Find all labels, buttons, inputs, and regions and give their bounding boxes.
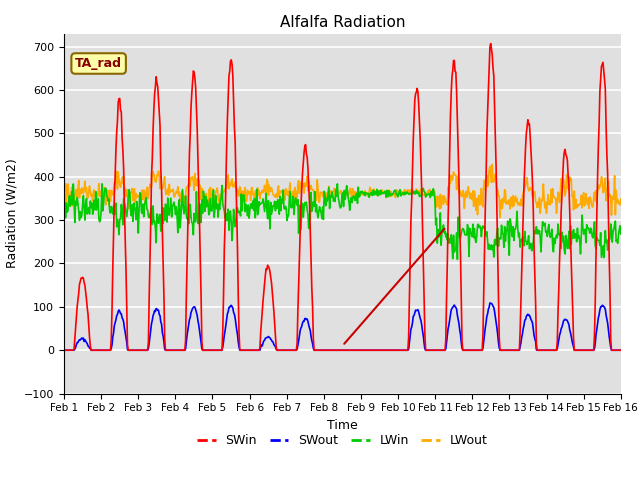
SWin <box>184 220 192 226</box>
Line: LWin: LWin <box>64 184 621 259</box>
SWin <box>70 346 78 352</box>
LWin <box>185 221 193 227</box>
LWin <box>411 189 419 194</box>
SWin <box>127 348 135 353</box>
LWout <box>70 199 78 204</box>
SWin <box>426 348 434 353</box>
Title: Alfalfa Radiation: Alfalfa Radiation <box>280 15 405 30</box>
Line: SWout: SWout <box>64 303 621 350</box>
SWout <box>70 348 78 353</box>
X-axis label: Time: Time <box>327 419 358 432</box>
SWin <box>487 41 495 47</box>
LWout <box>127 190 135 196</box>
LWout <box>426 189 434 194</box>
LWout <box>410 189 418 195</box>
SWout <box>617 348 625 353</box>
LWin <box>98 181 106 187</box>
LWout <box>214 185 221 191</box>
LWin <box>617 231 625 237</box>
Line: LWout: LWout <box>64 165 621 217</box>
LWout <box>496 215 504 220</box>
LWin <box>428 189 435 194</box>
LWin <box>128 202 136 208</box>
LWin <box>454 256 461 262</box>
LWin <box>60 193 68 199</box>
LWout <box>488 162 496 168</box>
Text: TA_rad: TA_rad <box>75 57 122 70</box>
SWin <box>60 348 68 353</box>
LWin <box>214 214 222 220</box>
SWout <box>486 300 494 306</box>
SWin <box>617 348 625 353</box>
LWout <box>617 196 625 202</box>
Line: SWin: SWin <box>64 44 621 350</box>
SWout <box>127 348 135 353</box>
LWout <box>184 182 192 188</box>
SWout <box>426 348 434 353</box>
SWout <box>410 312 418 318</box>
Legend: SWin, SWout, LWin, LWout: SWin, SWout, LWin, LWout <box>192 429 493 452</box>
SWout <box>184 327 192 333</box>
Y-axis label: Radiation (W/m2): Radiation (W/m2) <box>5 159 19 268</box>
LWin <box>70 199 78 204</box>
SWin <box>214 348 221 353</box>
SWout <box>60 348 68 353</box>
SWout <box>214 348 221 353</box>
LWout <box>60 191 68 197</box>
SWin <box>410 118 418 123</box>
